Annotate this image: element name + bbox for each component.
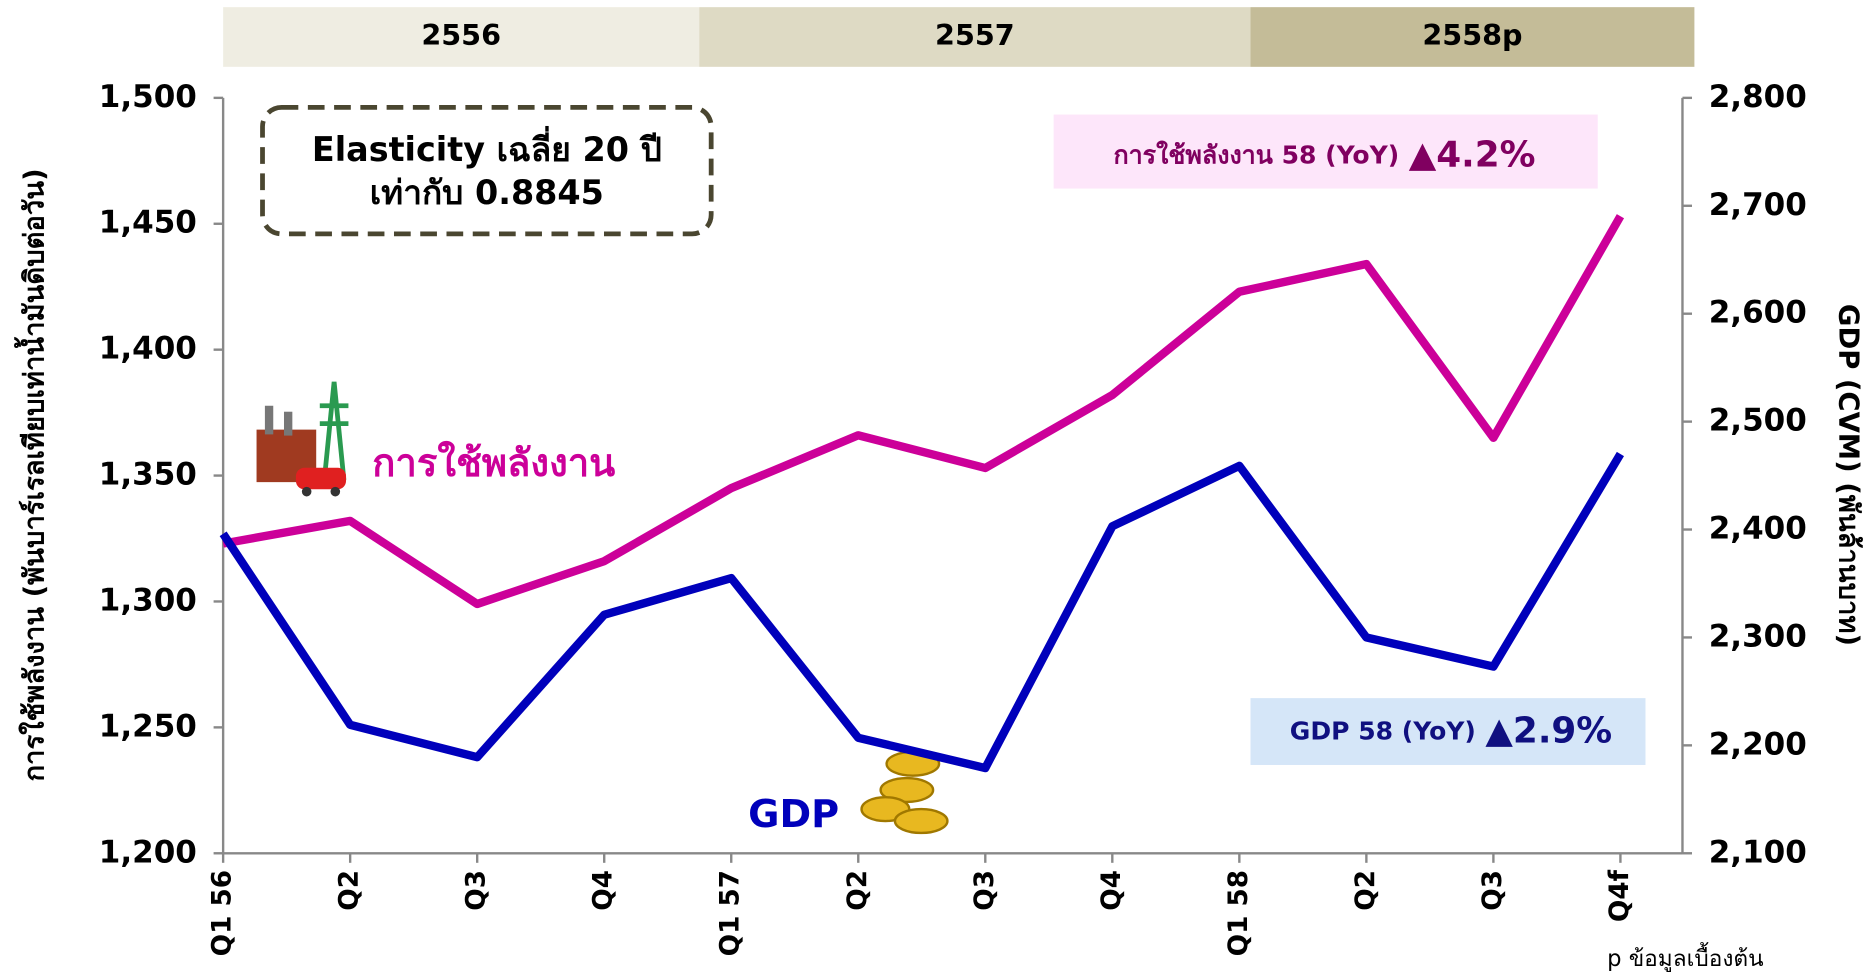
year-band — [1250, 7, 1695, 67]
y2-tick-label: 2,500 — [1709, 403, 1807, 439]
y2-tick-label: 2,800 — [1709, 79, 1807, 115]
elasticity-line: Elasticity เฉลี่ย 20 ปี — [312, 125, 662, 169]
year-band-label: 2557 — [935, 18, 1015, 52]
y2-tick-label: 2,700 — [1709, 187, 1807, 223]
energy-note: การใช้พลังงาน 58 (YoY) ▲4.2% — [1113, 134, 1535, 175]
x-tick-label: Q1 58 — [1224, 870, 1254, 956]
gdp-note-box — [1250, 698, 1646, 765]
y-tick-label: 1,350 — [99, 457, 197, 493]
year-band — [699, 7, 1251, 67]
x-tick-label: Q1 56 — [208, 870, 238, 956]
y-tick-label: 1,200 — [99, 834, 197, 870]
series-label: GDP — [748, 793, 839, 837]
y-tick-label: 1,400 — [99, 331, 197, 367]
series-line — [222, 214, 1625, 609]
year-bands: 2556 2557 2558p — [223, 7, 1695, 67]
factory-icon — [256, 381, 349, 497]
x-tick-label: Q3 — [462, 870, 492, 911]
year-band — [223, 7, 700, 67]
x-tick-label: Q4 — [589, 870, 619, 911]
footnote: p ข้อมูลเบื้องต้น — [1607, 942, 1763, 972]
x-tick-label: Q4 — [1097, 870, 1127, 911]
y-tick-label: 1,450 — [99, 205, 197, 241]
energy-note-change: ▲4.2% — [1409, 134, 1536, 175]
y2-tick-label: 2,300 — [1709, 618, 1807, 654]
x-tick-label: Q2 — [335, 870, 365, 911]
energy-note-text: การใช้พลังงาน 58 (YoY) — [1113, 139, 1399, 169]
year-band-label: 2558p — [1422, 18, 1522, 52]
y-tick-label: 1,250 — [99, 708, 197, 744]
year-band-label: 2556 — [421, 18, 501, 52]
y2-axis-label: GDP (CVM) (พันล้านบาท) — [1833, 304, 1864, 646]
series-label: การใช้พลังงาน — [372, 440, 615, 486]
y2-tick-label: 2,600 — [1709, 295, 1807, 331]
elasticity-box — [260, 105, 714, 237]
x-tick-label: Q3 — [970, 870, 1000, 911]
y2-tick-label: 2,200 — [1709, 726, 1807, 762]
energy-note-box — [1053, 114, 1598, 189]
coins-icon — [860, 750, 949, 835]
x-tick-label: Q4f — [1605, 869, 1635, 922]
gdp-note-change: ▲2.9% — [1485, 711, 1612, 752]
x-tick-label: Q2 — [1351, 870, 1381, 911]
gdp-note-text: GDP 58 (YoY) — [1290, 717, 1476, 746]
y2-tick-label: 2,400 — [1709, 511, 1807, 547]
gdp-note: GDP 58 (YoY) ▲2.9% — [1290, 711, 1612, 752]
y-tick-label: 1,500 — [99, 79, 197, 115]
x-tick-label: Q1 57 — [716, 870, 746, 956]
elasticity-line: เท่ากับ 0.8845 — [370, 173, 604, 212]
x-tick-label: Q2 — [843, 870, 873, 911]
y-tick-label: 1,300 — [99, 582, 197, 618]
x-tick-label: Q3 — [1478, 870, 1508, 911]
series-line — [219, 451, 1625, 773]
y2-tick-label: 2,100 — [1709, 834, 1807, 870]
y-axis-label: การใช้พลังงาน (พันบาร์เรลเทียบเท่าน้ำมัน… — [13, 168, 50, 781]
